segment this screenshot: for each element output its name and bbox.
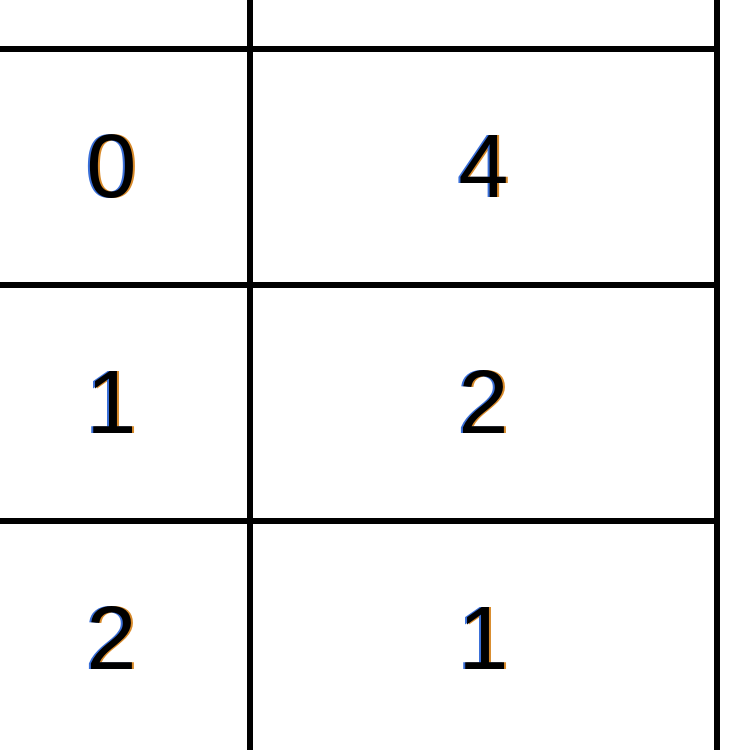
table-cell: 1: [0, 285, 250, 521]
table-cell: 1: [250, 521, 717, 750]
table-row: 0 4: [0, 49, 717, 285]
table-row: 1 2: [0, 285, 717, 521]
table-cell: 2: [0, 521, 250, 750]
table-cell: 2: [250, 285, 717, 521]
table-container: 0 4 1 2 2 1: [0, 0, 750, 750]
data-table: 0 4 1 2 2 1: [0, 0, 720, 750]
table-cell: [0, 0, 250, 49]
table-cell: [250, 0, 717, 49]
table-cell: 0: [0, 49, 250, 285]
table-row: [0, 0, 717, 49]
table-row: 2 1: [0, 521, 717, 750]
table-cell: 4: [250, 49, 717, 285]
